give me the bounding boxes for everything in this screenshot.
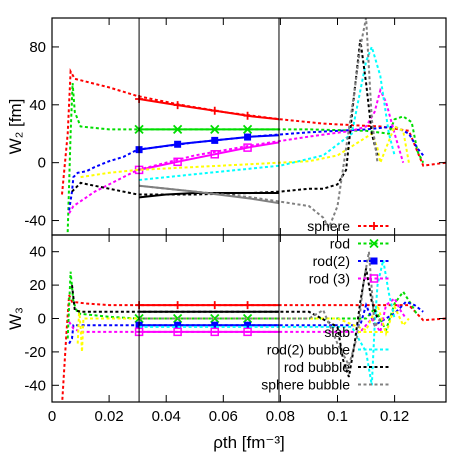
series-slab-dotted-line (76, 302, 410, 352)
series-sphere-marker (210, 106, 219, 115)
series-sphere-dotted-line (61, 294, 446, 402)
series-slab-dotted-line (80, 125, 410, 179)
series-sphere-marker (243, 111, 252, 120)
legend-rod(2)-marker (370, 257, 378, 265)
x-tick-label: 0.12 (380, 408, 409, 425)
panel-2-y-tick-label: 0 (38, 311, 46, 328)
legend-rod-marker (369, 238, 379, 249)
series-rod-marker (172, 124, 183, 135)
series-rod(2)-marker (244, 321, 252, 329)
series-sphere-marker (173, 101, 182, 110)
series-rod(2)-marker (244, 133, 252, 141)
series-rod (3)-marker (173, 327, 182, 337)
series-rod bubble-dotted-line (71, 39, 379, 196)
legend-sphere bubble-label: sphere bubble (261, 377, 350, 393)
panel-2-y-axis-label: W₃ (6, 307, 25, 330)
series-rod(2) bubble-dotted-line (139, 259, 396, 386)
x-tick-label: 0.06 (209, 408, 238, 425)
series-rod(2)-marker (211, 136, 219, 144)
panel-2-series (61, 251, 446, 402)
series-rod(2)-solid-line (138, 134, 280, 151)
panel-1-y-tick-label: 40 (29, 97, 46, 114)
x-tick-label: 0.04 (152, 408, 181, 425)
series-rod(2)-marker (174, 321, 182, 329)
series-rod-dotted-line (66, 83, 425, 233)
legend-rod bubble-label: rod bubble (284, 359, 350, 375)
series-sphere-marker (173, 301, 182, 310)
x-axis-label: ρth [fm⁻³] (213, 433, 285, 452)
panel-2-y-tick-label: -20 (24, 344, 46, 361)
series-sphere-marker (243, 301, 252, 310)
legend-rod (3)-label: rod (3) (309, 271, 350, 287)
legend-rod(2) bubble-label: rod(2) bubble (267, 342, 350, 358)
series-rod(2)-dotted-line (68, 300, 424, 345)
series-rod(2)-marker (174, 140, 182, 148)
series-rod(2) bubble-dotted-line (138, 43, 396, 181)
series-sphere-dotted-line (61, 68, 446, 195)
plot-layer (61, 18, 446, 402)
x-tick-label: 0.08 (266, 408, 295, 425)
legend-slab-label: slab (324, 324, 350, 340)
x-tick-label: 0 (48, 408, 56, 425)
panel-2-y-tick-label: -40 (24, 377, 46, 394)
panel-1-y-tick-label: 0 (38, 155, 46, 172)
series-rod (3)-marker (243, 327, 252, 337)
series-rod-marker (210, 313, 220, 324)
series-sphere-marker (210, 301, 219, 310)
series-rod (3)-marker (243, 143, 252, 152)
series-sphere bubble-solid-line (138, 184, 280, 205)
panel-1-y-axis-label: W₂ [fm] (6, 99, 25, 155)
series-rod (3)-marker (210, 327, 219, 337)
series-rod-marker (210, 124, 220, 135)
legend-sphere-label: sphere (307, 218, 350, 234)
series-rod (3)-dotted-line (68, 87, 405, 214)
series-sphere bubble-dotted-line (139, 251, 382, 368)
panel-2-y-tick-label: 20 (29, 277, 46, 294)
legend-rod (3)-marker (369, 274, 379, 283)
panel-1-y-tick-label: 80 (29, 39, 46, 56)
panel-2-y-tick-label: 40 (29, 244, 46, 261)
x-tick-label: 0.02 (94, 408, 123, 425)
legend-sphere-marker (370, 222, 378, 230)
x-tick-label: 0.1 (327, 408, 348, 425)
panel-1-y-tick-label: -40 (24, 213, 46, 230)
series-rod (3)-dotted-line (68, 296, 407, 335)
series-sphere-solid-line (138, 98, 280, 121)
series-rod (3)-marker (173, 157, 182, 167)
series-sphere bubble-dotted-line (138, 18, 379, 231)
series-rod(2)-marker (211, 321, 219, 329)
series-rod (3)-marker (210, 150, 219, 159)
series-rod-marker (242, 313, 253, 324)
legend-rod-label: rod (330, 236, 350, 252)
panel-1-series (61, 18, 446, 233)
legend-rod(2)-label: rod(2) (313, 253, 350, 269)
series-rod (3)-solid-line (138, 141, 280, 171)
series-rod-marker (242, 124, 253, 135)
series-rod bubble-dotted-line (71, 268, 379, 378)
